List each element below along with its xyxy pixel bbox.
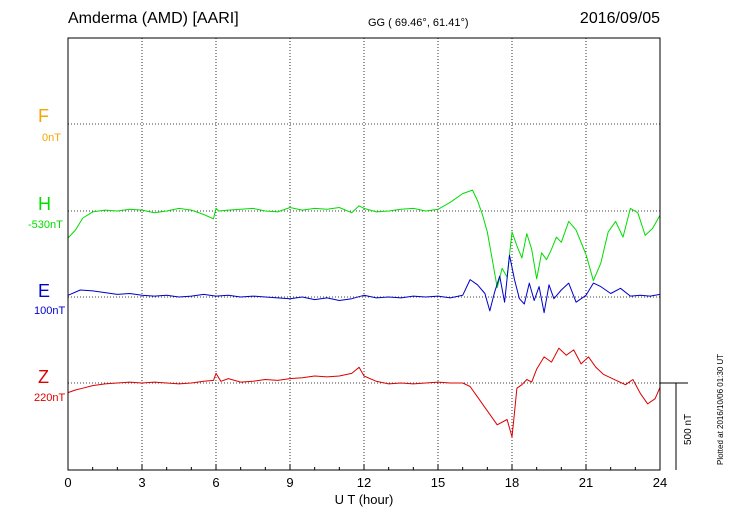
scale-bar (660, 382, 688, 470)
station-title: Amderma (AMD) [AARI] (68, 10, 239, 27)
component-e-label: E (38, 281, 51, 301)
component-z-label: Z (38, 367, 49, 387)
x-ticks: 0 3 6 9 12 15 18 21 24 (64, 464, 667, 490)
series-line-h (67, 189, 661, 289)
x-tick-label: 9 (286, 475, 293, 490)
component-e-baseline: 100nT (34, 305, 66, 317)
plotted-timestamp: Plotted at 2016/10/06 01:30 UT (716, 353, 725, 465)
geographic-coords: GG ( 69.46°, 61.41°) (368, 17, 469, 29)
x-tick-label: 0 (64, 475, 71, 490)
x-tick-label: 6 (212, 475, 219, 490)
component-z-baseline: 220nT (34, 392, 66, 404)
x-tick-label: 21 (579, 475, 593, 490)
scale-bar-label: 500 nT (683, 413, 694, 445)
date-label: 2016/09/05 (579, 10, 660, 27)
x-tick-label: 18 (505, 475, 519, 490)
x-tick-label: 3 (138, 475, 145, 490)
component-h-baseline: -530nT (28, 219, 63, 231)
series-line-z (67, 347, 661, 438)
component-f-baseline: 0nT (42, 132, 61, 144)
x-tick-label: 12 (357, 475, 371, 490)
series-line-e (67, 254, 661, 314)
component-f-label: F (38, 106, 49, 126)
x-axis-label: U T (hour) (335, 492, 394, 507)
grid (68, 38, 660, 470)
component-h-label: H (38, 194, 51, 214)
x-tick-label: 15 (431, 475, 445, 490)
x-tick-label: 24 (653, 475, 667, 490)
series-layer (67, 189, 661, 438)
